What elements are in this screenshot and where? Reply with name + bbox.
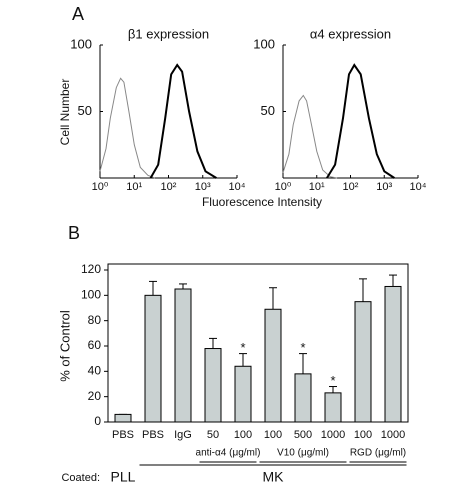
x-tick-label: 10¹ bbox=[126, 181, 142, 193]
bar bbox=[354, 301, 372, 423]
y-tick-label: 100 bbox=[81, 288, 101, 302]
y-tick-label: 20 bbox=[88, 389, 102, 403]
x-tick-label: 1000 bbox=[321, 429, 345, 441]
x-tick-label: 100 bbox=[234, 429, 252, 441]
chart-title: β1 expression bbox=[128, 26, 209, 41]
coating-item: MK bbox=[263, 469, 285, 485]
x-tick-label: 10⁴ bbox=[410, 181, 427, 193]
x-tick-label: 100 bbox=[264, 429, 282, 441]
x-tick-label: IgG bbox=[174, 429, 192, 441]
x-tick-label: 10² bbox=[343, 181, 359, 193]
coating-item: PLL bbox=[111, 469, 136, 485]
significance-label: * bbox=[300, 340, 305, 355]
histogram-curve bbox=[282, 94, 338, 179]
bar bbox=[204, 348, 222, 423]
y-tick-label: 50 bbox=[261, 103, 275, 118]
x-tick-label: PBS bbox=[142, 429, 164, 441]
x-tick-label: 500 bbox=[294, 429, 312, 441]
histogram-curve bbox=[99, 77, 156, 179]
group-label: V10 (μg/ml) bbox=[277, 448, 329, 459]
bar bbox=[144, 294, 162, 423]
bar bbox=[114, 413, 132, 423]
y-tick-label: 60 bbox=[88, 338, 102, 352]
panel-label: B bbox=[68, 223, 80, 243]
x-axis-label: Fluorescence Intensity bbox=[202, 195, 322, 209]
significance-label: * bbox=[330, 373, 335, 388]
x-tick-label: PBS bbox=[112, 429, 134, 441]
x-tick-label: 10³ bbox=[376, 181, 392, 193]
y-tick-label: 0 bbox=[94, 414, 101, 428]
y-tick-label: 40 bbox=[88, 364, 102, 378]
x-tick-label: 10¹ bbox=[309, 181, 325, 193]
y-axis-label: Cell Number bbox=[58, 79, 72, 146]
panel-label: A bbox=[72, 4, 84, 24]
y-tick-label: 120 bbox=[81, 262, 101, 276]
bar bbox=[324, 392, 342, 423]
y-tick-label: 80 bbox=[88, 313, 102, 327]
x-tick-label: 1000 bbox=[381, 429, 405, 441]
x-tick-label: 10⁰ bbox=[275, 181, 292, 193]
group-label: anti-α4 (μg/ml) bbox=[196, 448, 261, 459]
y-tick-label: 100 bbox=[70, 36, 92, 51]
histogram-curve bbox=[149, 63, 217, 179]
x-tick-label: 10⁴ bbox=[229, 181, 246, 193]
plot-frame bbox=[107, 263, 409, 423]
x-tick-label: 10³ bbox=[195, 181, 211, 193]
bar bbox=[294, 373, 312, 423]
y-tick-label: 100 bbox=[253, 36, 275, 51]
bar bbox=[384, 285, 402, 423]
x-tick-label: 100 bbox=[354, 429, 372, 441]
coating-label: Coated: bbox=[61, 472, 100, 484]
histogram-curve bbox=[326, 63, 395, 179]
group-label: RGD (μg/ml) bbox=[350, 448, 406, 459]
y-axis-label: % of Control bbox=[57, 310, 72, 382]
bar bbox=[174, 288, 192, 423]
bar bbox=[264, 308, 282, 423]
x-tick-label: 50 bbox=[207, 429, 219, 441]
x-tick-label: 10⁰ bbox=[92, 181, 109, 193]
bar bbox=[234, 365, 252, 423]
chart-title: α4 expression bbox=[310, 26, 391, 41]
significance-label: * bbox=[240, 340, 245, 355]
y-tick-label: 50 bbox=[78, 103, 92, 118]
x-tick-label: 10² bbox=[161, 181, 177, 193]
